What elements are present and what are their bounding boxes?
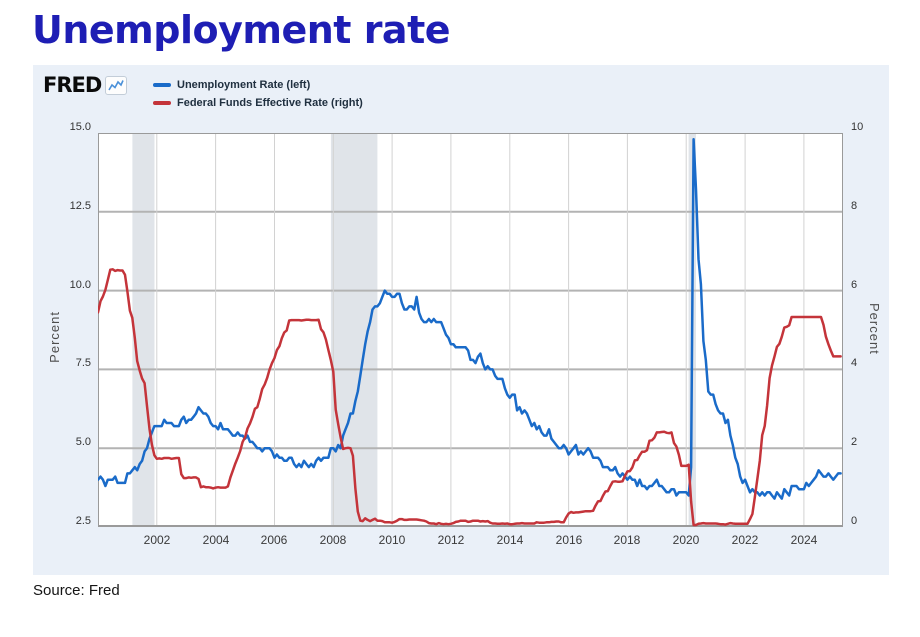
tick-label: 12.5	[69, 200, 91, 212]
series-line-1	[98, 268, 842, 527]
tick-label: 2	[851, 436, 858, 448]
tick-label: 5.0	[75, 436, 91, 448]
tick-label: 2020	[672, 533, 700, 547]
fred-wordmark: FRED	[43, 73, 102, 97]
tick-label: 2018	[613, 533, 641, 547]
fred-logo: FRED	[43, 73, 128, 97]
source-text: Source: Fred	[33, 582, 120, 599]
tick-label: 2014	[496, 533, 524, 547]
tick-label: 15.0	[69, 121, 91, 133]
tick-label: 2010	[378, 533, 406, 547]
legend-label-unemployment: Unemployment Rate (left)	[177, 79, 311, 91]
legend: Unemployment Rate (left) Federal Funds E…	[153, 76, 363, 112]
tick-label: 10.0	[69, 279, 91, 291]
tick-label: 6	[851, 279, 858, 291]
tick-label: 2016	[555, 533, 583, 547]
plot-area	[98, 133, 843, 527]
tick-label: 2022	[731, 533, 759, 547]
legend-item-fedfunds: Federal Funds Effective Rate (right)	[153, 94, 363, 112]
y-axis-label-right: Percent	[867, 303, 882, 355]
tick-label: 2004	[202, 533, 230, 547]
tick-label: 2024	[790, 533, 818, 547]
legend-swatch-fedfunds	[153, 101, 171, 105]
legend-label-fedfunds: Federal Funds Effective Rate (right)	[177, 97, 363, 109]
legend-swatch-unemployment	[153, 83, 171, 87]
series-line-0	[98, 138, 842, 500]
tick-label: 8	[851, 200, 858, 212]
tick-label: 0	[851, 515, 858, 527]
tick-label: 10	[851, 121, 864, 133]
tick-label: 2008	[319, 533, 347, 547]
plot-canvas	[98, 133, 843, 527]
chart-panel: FRED Unemployment Rate (left) Federal Fu…	[33, 65, 889, 575]
tick-label: 4	[851, 357, 858, 369]
sparkline-icon	[105, 75, 128, 95]
tick-label: 7.5	[75, 357, 91, 369]
tick-label: 2006	[260, 533, 288, 547]
tick-label: 2.5	[75, 515, 91, 527]
legend-item-unemployment: Unemployment Rate (left)	[153, 76, 363, 94]
tick-label: 2012	[437, 533, 465, 547]
page-title: Unemployment rate	[32, 8, 451, 52]
plot-border	[98, 133, 843, 527]
tick-label: 2002	[143, 533, 171, 547]
